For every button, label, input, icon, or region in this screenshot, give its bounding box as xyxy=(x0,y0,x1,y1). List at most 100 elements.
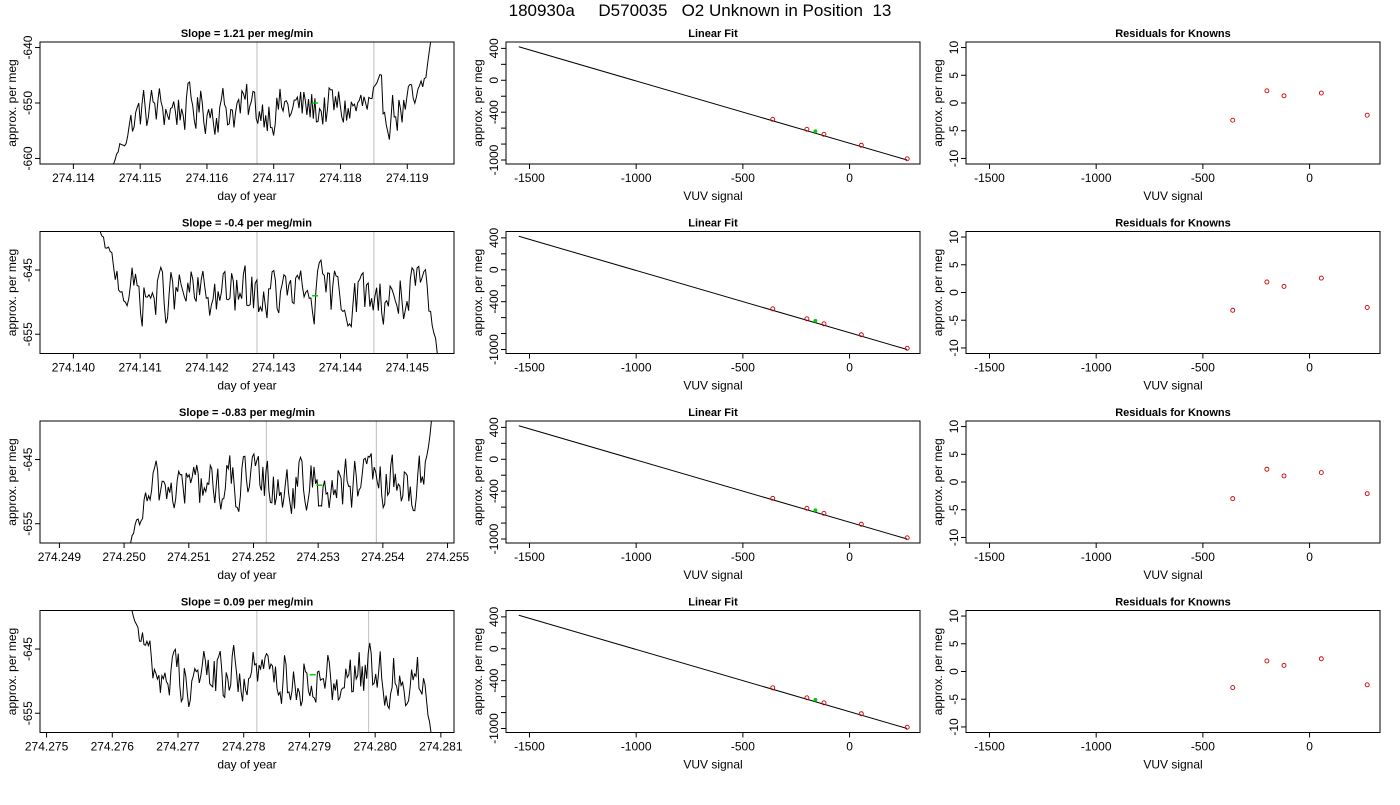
residual-point xyxy=(1264,658,1270,664)
panel-timeseries-row-3: Slope = -0.83 per meg/min 274.249 274.250 2… xyxy=(5,407,470,582)
y-tick-label: 400 xyxy=(487,38,501,58)
unknown-point xyxy=(813,508,818,513)
x-tick-label: -1500 xyxy=(974,740,1005,754)
panel-residuals-row-2: Residuals for Knowns -1500 -1000 -500 0 -10 -5… xyxy=(931,218,1381,393)
x-axis-label: VUV signal xyxy=(683,568,742,582)
x-tick-label: 274.114 xyxy=(52,171,95,185)
y-tick-label: 0 xyxy=(947,668,961,675)
known-point xyxy=(804,695,810,701)
y-tick-label: 5 xyxy=(947,451,961,458)
known-point xyxy=(804,126,810,132)
known-point xyxy=(821,321,827,327)
x-tick-label: -1000 xyxy=(621,171,652,185)
x-tick-label: -500 xyxy=(731,740,755,754)
panel-title: Slope = -0.4 per meg/min xyxy=(182,218,312,230)
residual-point xyxy=(1264,466,1270,472)
x-tick-label: 274.280 xyxy=(353,740,397,754)
y-axis-label: approx. per meg xyxy=(931,438,945,525)
data-trace xyxy=(130,421,432,543)
known-point xyxy=(858,332,864,338)
residual-point xyxy=(1364,112,1370,118)
y-tick-label: -645 xyxy=(21,447,35,471)
x-tick-label: 0 xyxy=(846,550,853,564)
y-tick-label: 10 xyxy=(947,41,961,55)
x-tick-label: 274.250 xyxy=(102,550,146,564)
x-axis-label: VUV signal xyxy=(1143,379,1202,393)
x-tick-label: -1500 xyxy=(514,550,545,564)
x-tick-label: -1500 xyxy=(974,550,1005,564)
unknown-point xyxy=(813,129,818,134)
panel-residuals-row-4: Residuals for Knowns -1500 -1000 -500 0 -10 -5… xyxy=(931,597,1381,772)
y-axis-label: approx. per meg xyxy=(5,59,19,146)
residual-point xyxy=(1281,473,1287,479)
x-tick-label: 274.115 xyxy=(119,171,162,185)
plot-frame xyxy=(505,231,921,354)
x-axis-label: VUV signal xyxy=(1143,189,1202,203)
y-tick-label: -400 xyxy=(487,479,501,503)
plot-area xyxy=(518,235,910,351)
y-tick-label: -640 xyxy=(21,35,35,59)
plot-area xyxy=(130,421,432,543)
x-tick-label: 0 xyxy=(1306,361,1313,375)
x-tick-label: -1500 xyxy=(514,361,545,375)
y-tick-label: 10 xyxy=(947,609,961,623)
x-tick-label: 274.277 xyxy=(156,740,200,754)
panel-title: Residuals for Knowns xyxy=(1115,218,1231,230)
plot-frame xyxy=(505,420,921,544)
x-tick-label: 274.253 xyxy=(296,550,340,564)
x-tick-label: -1000 xyxy=(1081,171,1112,185)
x-tick-label: 0 xyxy=(1306,171,1313,185)
y-tick-label: -1000 xyxy=(487,713,501,744)
panel-residuals-row-1: Residuals for Knowns -1500 -1000 -500 0 -10 -5… xyxy=(931,28,1381,203)
y-tick-label: -645 xyxy=(21,258,35,282)
x-tick-label: 274.142 xyxy=(185,361,229,375)
plot-area xyxy=(1230,88,1370,123)
x-axis-label: VUV signal xyxy=(683,379,742,393)
panel-residuals-row-3: Residuals for Knowns -1500 -1000 -500 0 -10 -5… xyxy=(931,407,1381,582)
x-tick-label: 0 xyxy=(1306,550,1313,564)
panel-title: Slope = -0.83 per meg/min xyxy=(179,407,315,419)
x-axis-label: VUV signal xyxy=(1143,568,1202,582)
plot-area xyxy=(518,614,910,730)
x-tick-label: -1500 xyxy=(514,740,545,754)
x-axis-label: VUV signal xyxy=(1143,758,1202,772)
fit-line xyxy=(518,46,908,161)
known-point xyxy=(904,345,910,351)
known-point xyxy=(858,711,864,717)
x-axis-label: day of year xyxy=(217,568,276,582)
y-tick-label: -1000 xyxy=(487,523,501,554)
residual-point xyxy=(1264,88,1270,94)
y-tick-label: -1000 xyxy=(487,144,501,175)
known-point xyxy=(804,316,810,322)
y-tick-label: 5 xyxy=(947,261,961,268)
plot-area xyxy=(131,610,432,733)
x-tick-label: 0 xyxy=(1306,740,1313,754)
x-tick-label: 274.254 xyxy=(361,550,405,564)
x-tick-label: -1500 xyxy=(514,171,545,185)
y-tick-label: -645 xyxy=(21,637,35,661)
plot-frame xyxy=(965,231,1381,354)
x-tick-label: 274.145 xyxy=(386,361,430,375)
x-tick-label: -1000 xyxy=(621,361,652,375)
residual-point xyxy=(1318,90,1324,96)
y-tick-label: -10 xyxy=(947,149,961,167)
y-tick-label: -400 xyxy=(487,100,501,124)
y-tick-label: -10 xyxy=(947,718,961,736)
y-tick-label: -5 xyxy=(947,125,961,136)
x-tick-label: 274.281 xyxy=(419,740,463,754)
known-point xyxy=(858,521,864,527)
x-tick-label: -1500 xyxy=(974,171,1005,185)
panel-timeseries-row-4: Slope = 0.09 per meg/min 274.275 274.276 27… xyxy=(5,597,463,772)
plot-area xyxy=(1230,656,1370,691)
unknown-point xyxy=(813,318,818,323)
panel-title: Slope = 1.21 per meg/min xyxy=(181,28,314,40)
x-tick-label: -1500 xyxy=(974,361,1005,375)
known-point xyxy=(770,685,776,691)
x-tick-label: -500 xyxy=(731,361,755,375)
x-tick-label: 274.144 xyxy=(319,361,363,375)
fit-line xyxy=(518,235,908,350)
residual-point xyxy=(1281,93,1287,99)
y-tick-label: 400 xyxy=(487,228,501,248)
plot-area xyxy=(113,42,432,164)
